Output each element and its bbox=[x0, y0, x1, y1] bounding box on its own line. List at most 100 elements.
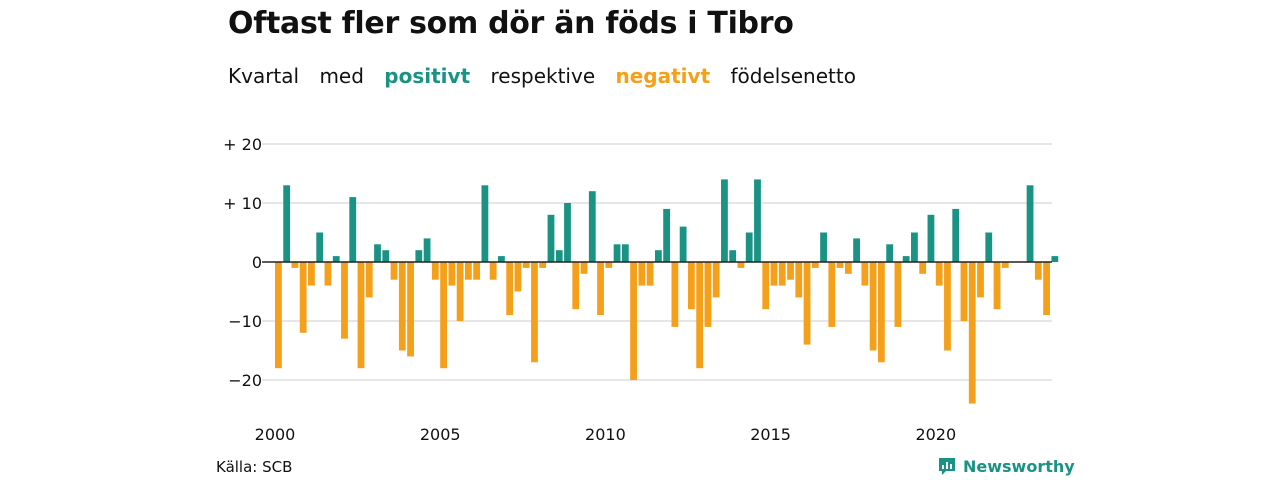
bar bbox=[415, 250, 423, 262]
subtitle-negative-label: negativt bbox=[615, 64, 711, 88]
bar bbox=[828, 262, 836, 327]
bar bbox=[1034, 262, 1042, 280]
bar bbox=[770, 262, 778, 286]
subtitle-word-birth-net: födelsenetto bbox=[730, 64, 856, 88]
bar bbox=[332, 256, 340, 262]
bar bbox=[506, 262, 514, 316]
bar bbox=[721, 179, 728, 262]
subtitle-word-respectively: respektive bbox=[490, 64, 596, 88]
bar bbox=[630, 262, 637, 380]
bar bbox=[927, 214, 935, 262]
bar bbox=[861, 262, 869, 286]
y-tick-label: + 20 bbox=[223, 135, 262, 154]
bar bbox=[638, 262, 646, 286]
bar bbox=[745, 232, 753, 262]
y-tick-label: −20 bbox=[228, 371, 262, 390]
x-tick-label: 2020 bbox=[915, 425, 956, 444]
y-tick-label: −10 bbox=[228, 312, 262, 331]
bar bbox=[572, 262, 580, 310]
bar bbox=[985, 232, 993, 262]
bar bbox=[712, 262, 720, 298]
bar bbox=[795, 262, 803, 298]
source-note: Källa: SCB bbox=[216, 458, 293, 476]
bar bbox=[564, 203, 571, 262]
bar bbox=[820, 232, 827, 262]
bar bbox=[423, 238, 431, 262]
brand-logo: Newsworthy bbox=[937, 456, 1075, 476]
bar bbox=[390, 262, 398, 280]
chart-subtitle: Kvartal med positivt respektive negativt… bbox=[228, 64, 870, 88]
bar bbox=[811, 262, 819, 268]
x-tick-label: 2010 bbox=[585, 425, 626, 444]
x-tick-label: 2000 bbox=[255, 425, 296, 444]
brand-name: Newsworthy bbox=[963, 456, 1075, 476]
bar bbox=[886, 244, 894, 262]
bar bbox=[869, 262, 877, 351]
bar bbox=[555, 250, 563, 262]
bar bbox=[547, 214, 555, 262]
bar bbox=[679, 226, 687, 262]
bar bbox=[597, 262, 604, 316]
bar bbox=[977, 262, 984, 298]
x-axis-labels: 2000 2005 2010 2015 2020 bbox=[255, 425, 957, 444]
chart-title: Oftast fler som dör än föds i Tibro bbox=[228, 6, 794, 41]
bar bbox=[341, 262, 348, 339]
bar bbox=[621, 244, 629, 262]
bar bbox=[688, 262, 695, 310]
bar bbox=[654, 250, 662, 262]
bar bbox=[588, 191, 596, 262]
bar bbox=[605, 262, 613, 268]
x-tick-label: 2015 bbox=[750, 425, 791, 444]
bar bbox=[754, 179, 761, 262]
bar bbox=[853, 238, 860, 262]
bar bbox=[704, 262, 712, 327]
bar bbox=[407, 262, 414, 357]
bar bbox=[919, 262, 927, 274]
bar bbox=[960, 262, 968, 321]
bar bbox=[481, 185, 489, 262]
x-tick-label: 2005 bbox=[420, 425, 461, 444]
bar bbox=[877, 262, 885, 363]
bar bbox=[431, 262, 439, 280]
bar bbox=[299, 262, 307, 333]
bar bbox=[902, 256, 910, 262]
bar bbox=[787, 262, 794, 280]
bar bbox=[514, 262, 522, 292]
bar bbox=[531, 262, 538, 363]
bar bbox=[737, 262, 745, 268]
bar bbox=[382, 250, 390, 262]
bar bbox=[440, 262, 447, 369]
gridlines bbox=[262, 143, 1052, 381]
bar bbox=[283, 185, 291, 262]
bar bbox=[952, 208, 960, 262]
bar bbox=[911, 232, 918, 262]
bar bbox=[448, 262, 456, 286]
bar bbox=[968, 262, 976, 404]
bar bbox=[357, 262, 365, 369]
bar bbox=[349, 197, 357, 262]
bar bbox=[291, 262, 299, 268]
bar bbox=[1043, 262, 1050, 316]
bar bbox=[836, 262, 844, 268]
bar bbox=[1001, 262, 1009, 268]
subtitle-word-with: med bbox=[319, 64, 364, 88]
bar bbox=[308, 262, 315, 286]
bar bbox=[844, 262, 852, 274]
y-tick-label: + 10 bbox=[223, 194, 262, 213]
bar bbox=[663, 208, 671, 262]
bar bbox=[778, 262, 786, 286]
bar bbox=[1051, 256, 1059, 262]
bar bbox=[489, 262, 497, 280]
newsworthy-logo-icon bbox=[939, 458, 955, 475]
bar bbox=[1026, 185, 1034, 262]
bar bbox=[580, 262, 588, 274]
bar bbox=[935, 262, 943, 286]
subtitle-word-quarter: Kvartal bbox=[228, 64, 300, 88]
bar bbox=[473, 262, 481, 280]
bar bbox=[993, 262, 1001, 310]
bar bbox=[456, 262, 464, 321]
bar bbox=[316, 232, 324, 262]
bar bbox=[696, 262, 704, 369]
bars bbox=[275, 179, 1059, 404]
